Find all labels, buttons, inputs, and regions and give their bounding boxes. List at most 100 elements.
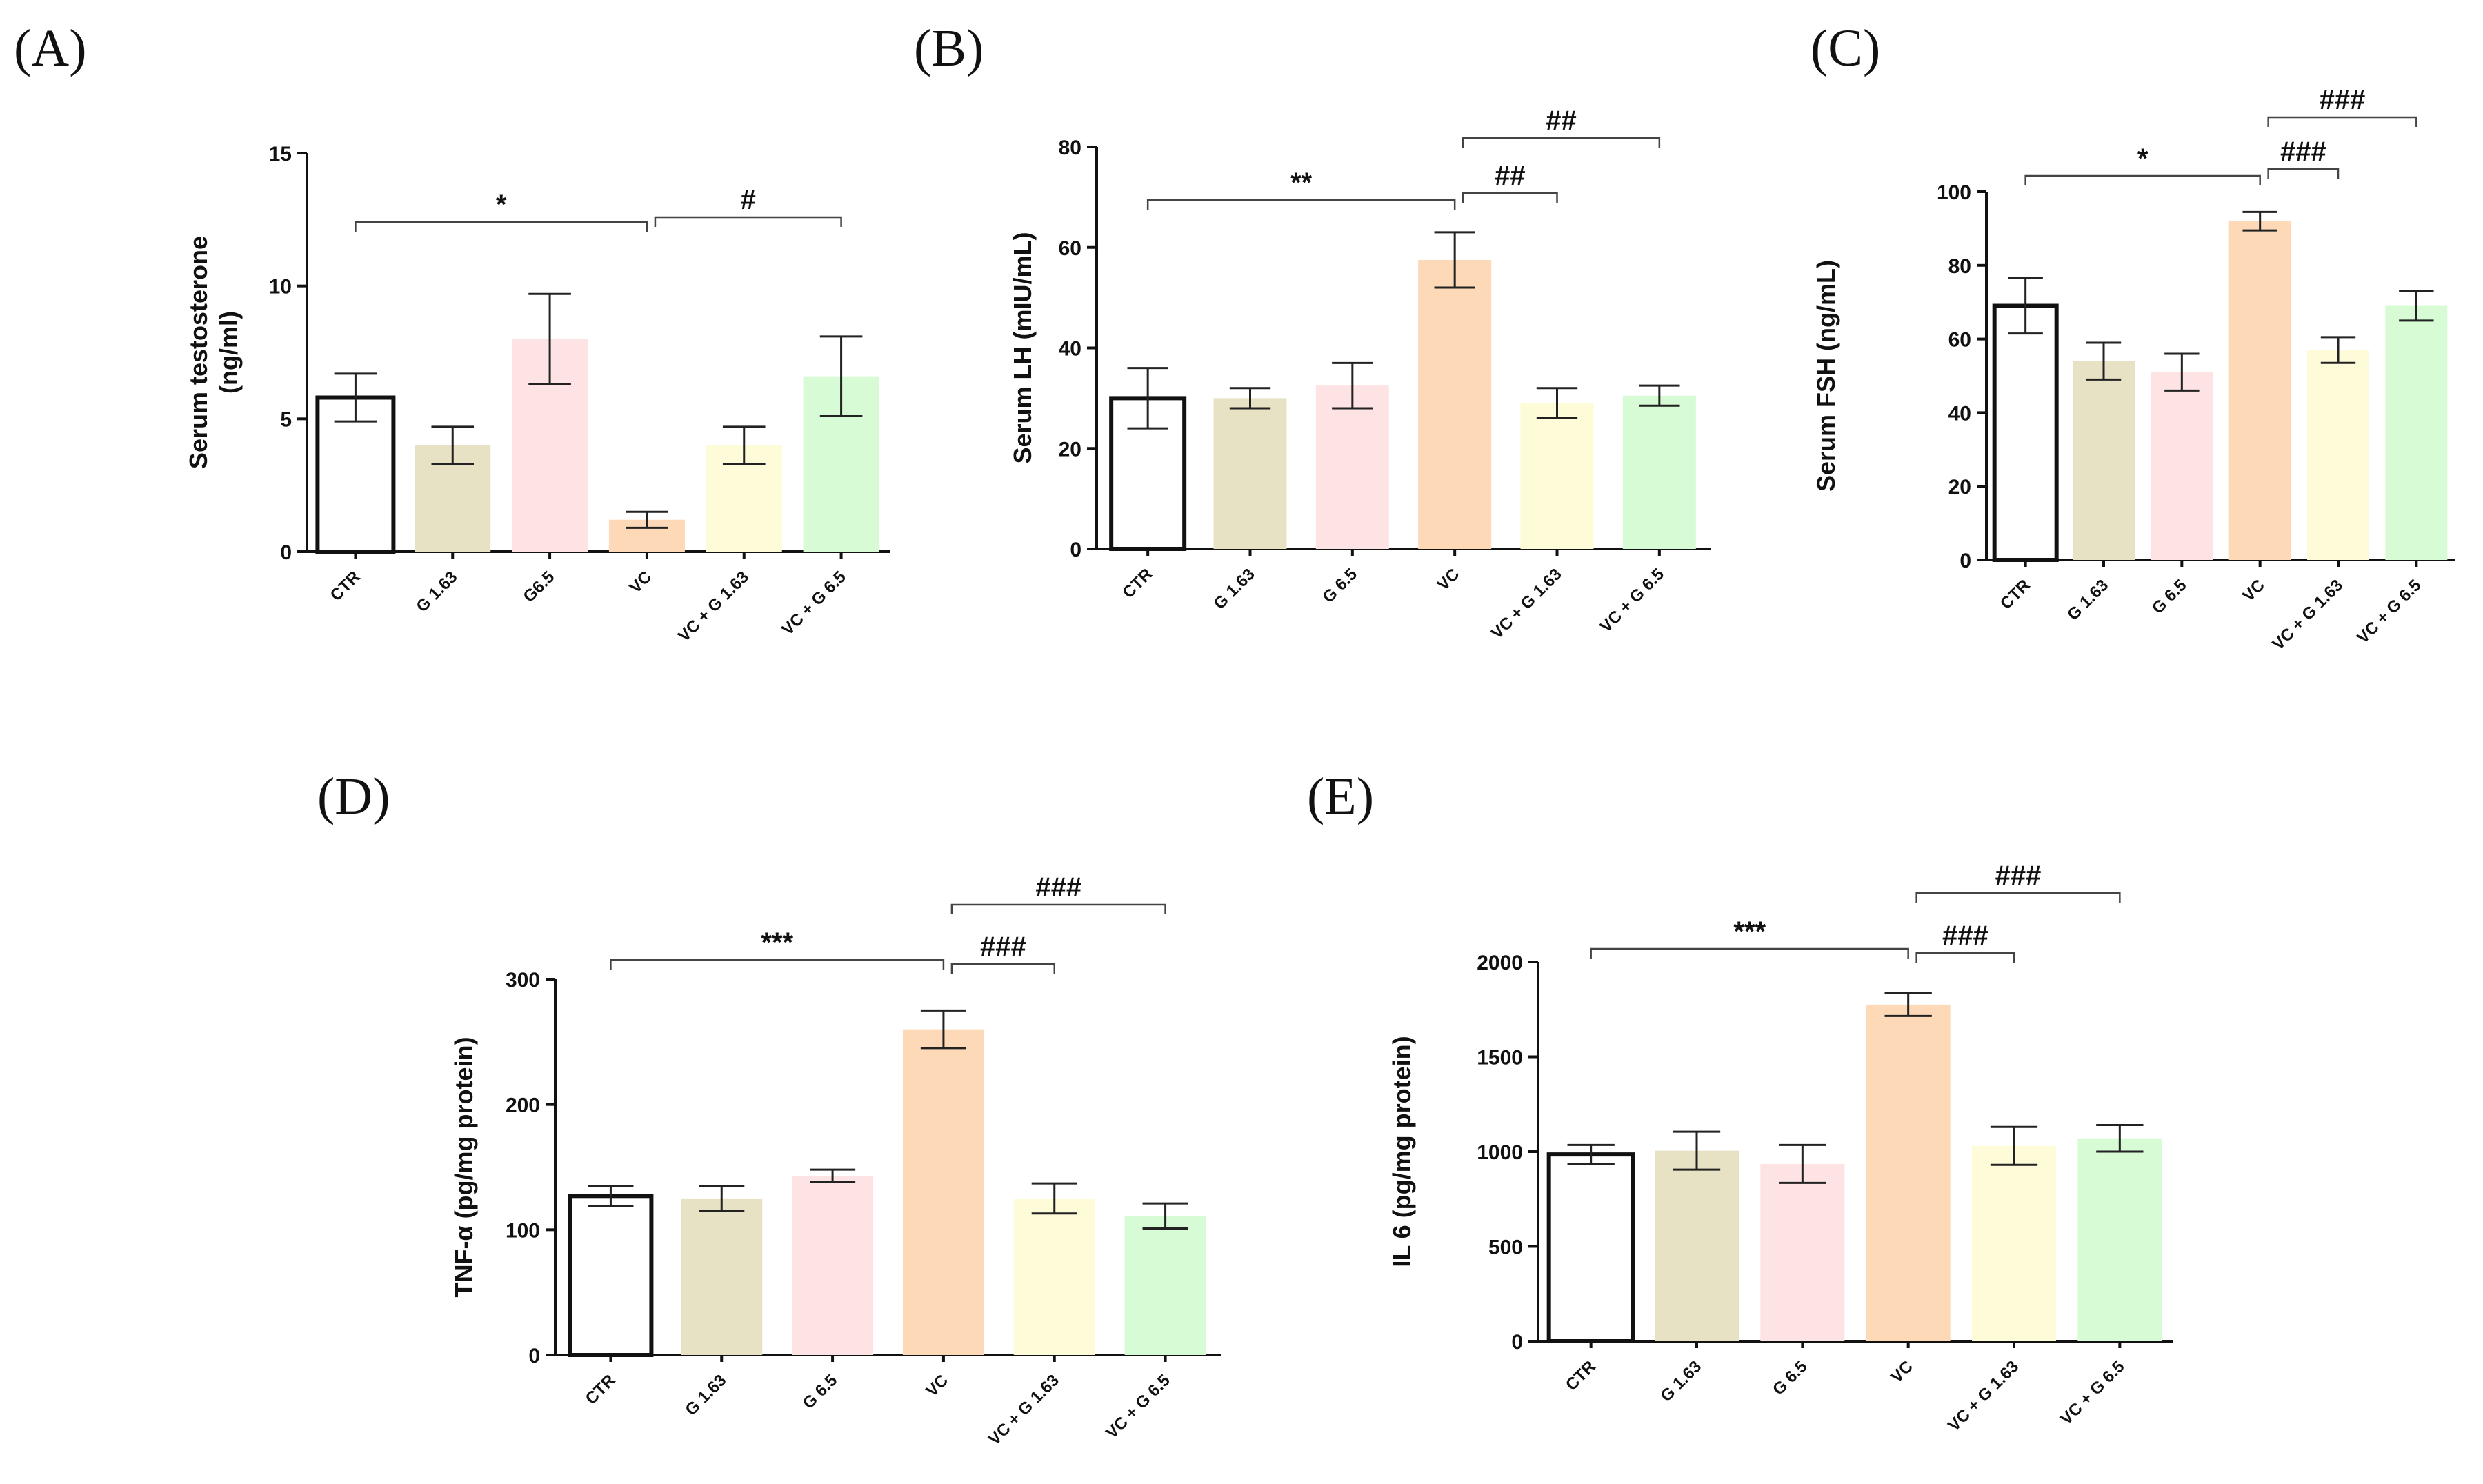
x-tick-label: CTR <box>1997 576 2034 613</box>
y-tick-label: 0 <box>1070 539 1081 561</box>
x-tick-label: CTR <box>1119 565 1156 602</box>
y-axis-label: (ng/ml) <box>215 311 243 394</box>
y-tick-label: 0 <box>1960 550 1971 572</box>
bar <box>1655 1150 1739 1341</box>
y-tick-label: 40 <box>1059 338 1081 361</box>
bar <box>1760 1163 1845 1341</box>
bar <box>1866 1004 1951 1341</box>
y-tick-label: 5 <box>280 408 292 431</box>
significance-label: ## <box>1495 161 1526 191</box>
x-tick-label: VC <box>922 1371 952 1401</box>
x-tick-label: VC + G 6.5 <box>2353 576 2425 648</box>
y-tick-label: 500 <box>1488 1236 1523 1259</box>
y-tick-label: 60 <box>1948 329 1971 352</box>
x-tick-label: VC + G 1.63 <box>985 1371 1063 1449</box>
significance-bracket <box>1590 947 1909 959</box>
y-tick-label: 80 <box>1059 137 1081 159</box>
panel-e: (E) 0 500 1000 1500 2000 IL 6 (pg/mg protein) C… <box>1307 768 2173 1435</box>
significance-label: *** <box>1733 916 1766 947</box>
significance-bracket <box>1462 192 1558 203</box>
bar <box>1972 1145 2056 1341</box>
significance-label: ### <box>980 932 1026 962</box>
y-tick-label: 300 <box>506 969 540 992</box>
x-tick-label: VC + G 6.5 <box>1597 565 1668 636</box>
significance-label: ** <box>1290 168 1313 198</box>
panel-letter: (B) <box>914 19 984 77</box>
y-axis-label: IL 6 (pg/mg protein) <box>1388 1036 1416 1267</box>
bar <box>902 1029 984 1355</box>
significance-bracket <box>2267 116 2417 127</box>
x-tick-label: G6.5 <box>519 568 558 606</box>
bar <box>1013 1198 1095 1355</box>
significance-bracket <box>1462 137 1661 148</box>
bar <box>2073 361 2135 560</box>
y-tick-label: 200 <box>506 1094 540 1117</box>
y-tick-label: 100 <box>1937 181 1971 204</box>
significance-bracket <box>654 216 842 227</box>
x-tick-label: VC + G 1.63 <box>1488 565 1566 643</box>
significance-label: *** <box>761 928 793 958</box>
panel-letter: (C) <box>1811 19 1880 77</box>
bar <box>1992 303 2059 562</box>
significance-label: * <box>2137 143 2148 174</box>
y-tick-label: 80 <box>1948 255 1971 278</box>
y-tick-label: 15 <box>269 143 292 166</box>
significance-bracket <box>355 221 648 232</box>
panel-letter: (E) <box>1307 768 1374 825</box>
x-tick-label: CTR <box>327 568 364 605</box>
significance-bracket <box>2024 174 2261 186</box>
significance-label: # <box>741 185 756 215</box>
significance-label: ### <box>1035 872 1081 903</box>
bar <box>1520 403 1594 549</box>
significance-bracket <box>1915 892 2121 903</box>
bar <box>1315 385 1389 549</box>
panel-a: (A) 0 5 10 15 Serum testosterone (ng/ml) CTR G 1… <box>14 19 890 645</box>
y-tick-label: 1500 <box>1477 1047 1523 1070</box>
x-tick-label: G 1.63 <box>681 1371 730 1419</box>
x-tick-label: VC + G 1.63 <box>2268 576 2346 654</box>
significance-bracket <box>950 903 1166 914</box>
bar <box>1622 395 1696 549</box>
bar <box>1546 1152 1635 1343</box>
x-tick-label: CTR <box>582 1371 619 1408</box>
significance-label: ## <box>1546 106 1577 136</box>
y-axis-label: Serum testosterone <box>184 236 212 469</box>
y-tick-label: 2000 <box>1477 952 1523 974</box>
bar <box>1213 398 1287 549</box>
significance-label: * <box>496 190 507 220</box>
panel-letter: (A) <box>14 19 87 77</box>
y-tick-label: 0 <box>528 1345 540 1367</box>
y-tick-label: 10 <box>269 276 292 299</box>
x-tick-label: VC <box>1887 1357 1917 1387</box>
x-tick-label: G 6.5 <box>1769 1357 1811 1399</box>
y-tick-label: 0 <box>280 541 292 564</box>
x-tick-label: VC + G 1.63 <box>1944 1357 2022 1435</box>
significance-bracket <box>1146 199 1456 210</box>
bar <box>2151 372 2213 560</box>
x-tick-label: G 6.5 <box>1319 565 1361 607</box>
x-tick-label: VC + G 6.5 <box>2057 1357 2128 1429</box>
panel-d: (D) 0 100 200 300 TNF-α (pg/mg protein) CTR G 1… <box>317 768 1221 1449</box>
significance-bracket <box>950 963 1055 974</box>
x-tick-label: CTR <box>1562 1357 1599 1394</box>
bar <box>681 1198 763 1355</box>
x-tick-label: VC + G 6.5 <box>778 568 850 639</box>
bar <box>792 1176 874 1355</box>
significance-bracket <box>2267 168 2340 179</box>
panel-letter: (D) <box>317 768 390 825</box>
y-tick-label: 20 <box>1948 476 1971 499</box>
y-tick-label: 1000 <box>1477 1141 1523 1164</box>
y-axis-label: Serum FSH (ng/mL) <box>1812 260 1840 492</box>
x-tick-label: G 1.63 <box>2064 576 2112 624</box>
bar <box>2385 305 2448 560</box>
y-tick-label: 60 <box>1059 237 1081 260</box>
x-tick-label: VC + G 1.63 <box>675 568 752 645</box>
y-tick-label: 40 <box>1948 402 1971 425</box>
bar <box>2228 221 2291 560</box>
x-tick-label: VC + G 6.5 <box>1102 1371 1174 1443</box>
x-tick-label: G 1.63 <box>1657 1357 1705 1405</box>
significance-label: ### <box>1942 921 1988 951</box>
panel-c: (C) 0 20 40 60 80 100 Serum FSH (ng/mL) CTR G 1.6… <box>1811 19 2455 654</box>
bar <box>1124 1216 1206 1355</box>
